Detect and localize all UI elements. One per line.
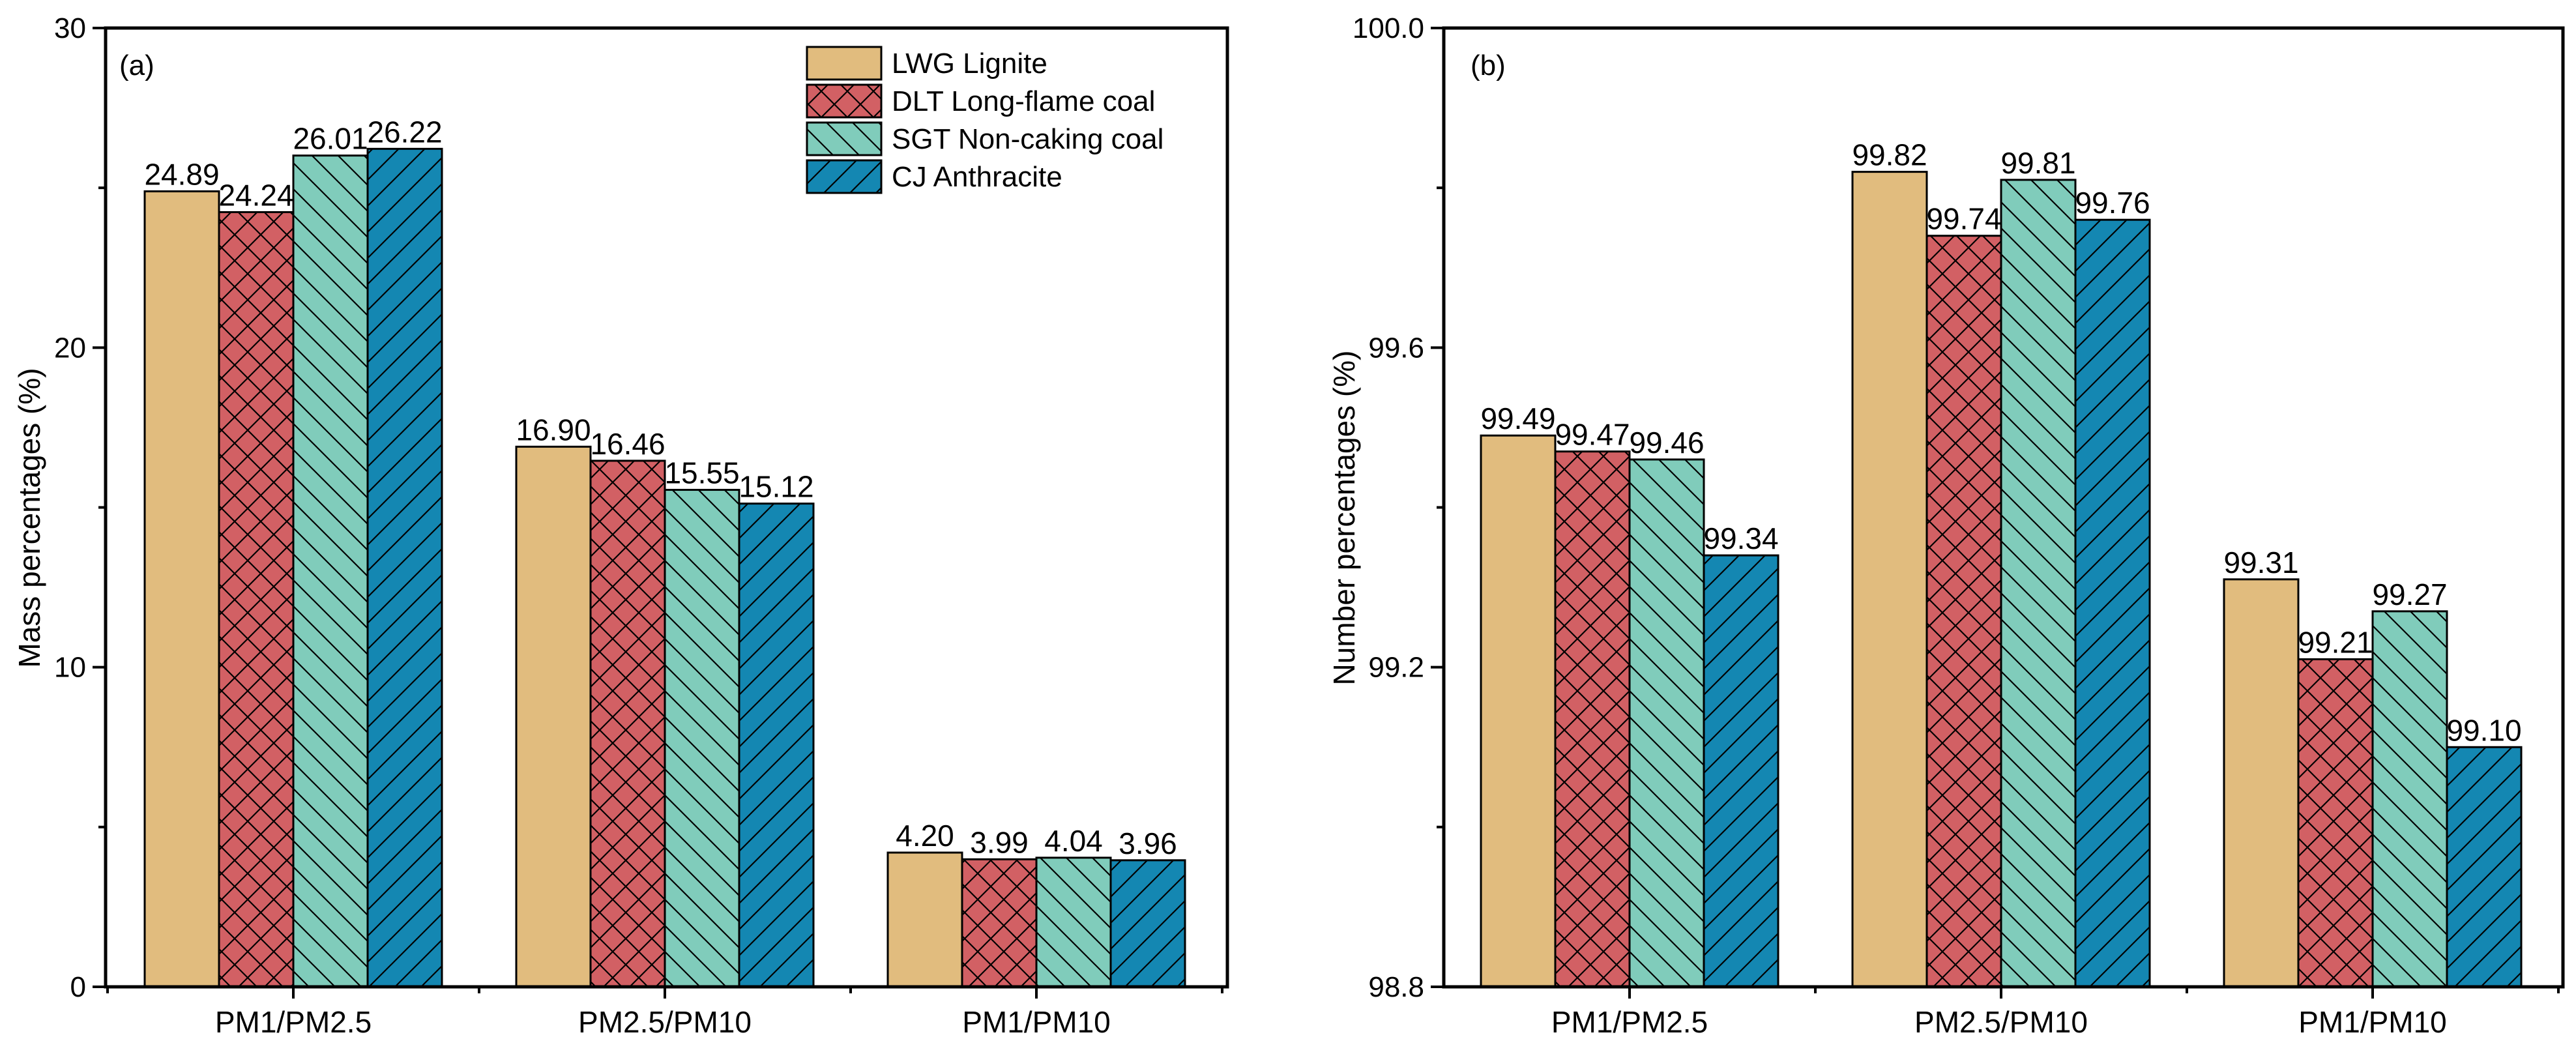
bar bbox=[515, 445, 592, 988]
data-label: 4.04 bbox=[1044, 824, 1103, 858]
data-label: 99.76 bbox=[2075, 186, 2150, 220]
data-label: 99.47 bbox=[1555, 418, 1630, 452]
data-label: 99.49 bbox=[1480, 402, 1555, 435]
y-axis-label: Mass percentages (%) bbox=[12, 368, 46, 667]
y-axis-label: Number percentages (%) bbox=[1327, 351, 1361, 686]
data-label: 26.22 bbox=[367, 115, 442, 149]
bar-pattern bbox=[2075, 220, 2150, 987]
bar-pattern bbox=[665, 489, 739, 987]
data-label: 99.27 bbox=[2372, 577, 2447, 611]
data-label: 99.46 bbox=[1629, 426, 1704, 460]
y-tick-label: 10 bbox=[54, 652, 86, 684]
bar-pattern bbox=[2001, 179, 2075, 987]
bar-pattern bbox=[1555, 451, 1630, 987]
data-label: 3.96 bbox=[1119, 826, 1177, 860]
y-tick-label: 30 bbox=[54, 12, 86, 44]
data-label: 99.10 bbox=[2446, 713, 2521, 747]
data-label: 16.90 bbox=[516, 413, 591, 446]
x-tick-label: PM1/PM2.5 bbox=[215, 1005, 372, 1039]
bar-pattern bbox=[1111, 860, 1185, 987]
bar-pattern bbox=[962, 859, 1036, 987]
legend-entry: SGT Non-caking coal bbox=[892, 123, 1164, 155]
data-label: 4.20 bbox=[896, 819, 954, 853]
data-label: 99.21 bbox=[2298, 625, 2373, 659]
x-tick-label: PM2.5/PM10 bbox=[1914, 1005, 2088, 1039]
y-tick-label: 99.2 bbox=[1368, 652, 1424, 684]
bar-pattern bbox=[739, 503, 813, 987]
legend-entry: LWG Lignite bbox=[892, 48, 1047, 80]
panel-label: (b) bbox=[1471, 50, 1506, 81]
x-tick-label: PM1/PM2.5 bbox=[1551, 1005, 1708, 1039]
bar bbox=[1851, 171, 1928, 988]
y-tick-label: 20 bbox=[54, 332, 86, 364]
bar bbox=[2223, 578, 2300, 988]
legend-swatch bbox=[806, 46, 883, 81]
data-label: 15.55 bbox=[664, 456, 739, 490]
bar-pattern bbox=[2447, 747, 2521, 987]
bar-pattern bbox=[368, 149, 442, 987]
bar-pattern bbox=[219, 212, 293, 987]
panel-label: (a) bbox=[119, 50, 154, 81]
y-tick-label: 0 bbox=[70, 971, 86, 1003]
data-label: 99.81 bbox=[2000, 146, 2075, 180]
bar-pattern bbox=[293, 155, 368, 987]
chart-panel-a: 24.89 16.90 4.20 24.24 16.46 3.99 26.01 15.55 4.… bbox=[12, 12, 1229, 1039]
bar-pattern bbox=[1704, 555, 1778, 987]
data-label: 99.82 bbox=[1852, 138, 1927, 172]
y-tick-label: 98.8 bbox=[1368, 971, 1424, 1003]
legend-swatch-pattern bbox=[807, 160, 881, 193]
data-label: 26.01 bbox=[293, 122, 368, 156]
x-tick-label: PM2.5/PM10 bbox=[578, 1005, 752, 1039]
y-tick-label: 100.0 bbox=[1353, 12, 1424, 44]
bar bbox=[886, 851, 963, 988]
x-tick-label: PM1/PM10 bbox=[2298, 1005, 2447, 1039]
bar-pattern bbox=[1927, 235, 2001, 987]
legend-swatch-pattern bbox=[807, 123, 881, 155]
bar bbox=[1480, 434, 1557, 988]
data-label: 15.12 bbox=[739, 470, 813, 504]
chart-panel-b: 99.49 99.82 99.31 99.47 99.74 99.21 99.46 99.81… bbox=[1327, 12, 2565, 1039]
data-label: 24.24 bbox=[218, 178, 293, 212]
bar-pattern bbox=[591, 460, 665, 987]
bar-pattern bbox=[1036, 857, 1111, 987]
data-label: 99.31 bbox=[2223, 546, 2298, 579]
data-label: 99.34 bbox=[1703, 521, 1778, 555]
data-label: 3.99 bbox=[970, 825, 1029, 859]
legend: LWG Lignite DLT Long-flame coal SGT Non-ca… bbox=[806, 46, 1164, 194]
data-label: 24.89 bbox=[144, 158, 219, 192]
data-label: 99.74 bbox=[1926, 202, 2001, 236]
y-tick-label: 99.6 bbox=[1368, 332, 1424, 364]
bar-pattern bbox=[2298, 659, 2373, 987]
legend-entry: CJ Anthracite bbox=[892, 161, 1062, 193]
bar-pattern bbox=[1630, 459, 1704, 987]
data-label: 16.46 bbox=[590, 427, 665, 461]
bar-pattern bbox=[2373, 611, 2447, 987]
legend-swatch-pattern bbox=[807, 85, 881, 117]
x-tick-label: PM1/PM10 bbox=[962, 1005, 1111, 1039]
legend-entry: DLT Long-flame coal bbox=[892, 85, 1155, 117]
bar bbox=[143, 190, 220, 988]
